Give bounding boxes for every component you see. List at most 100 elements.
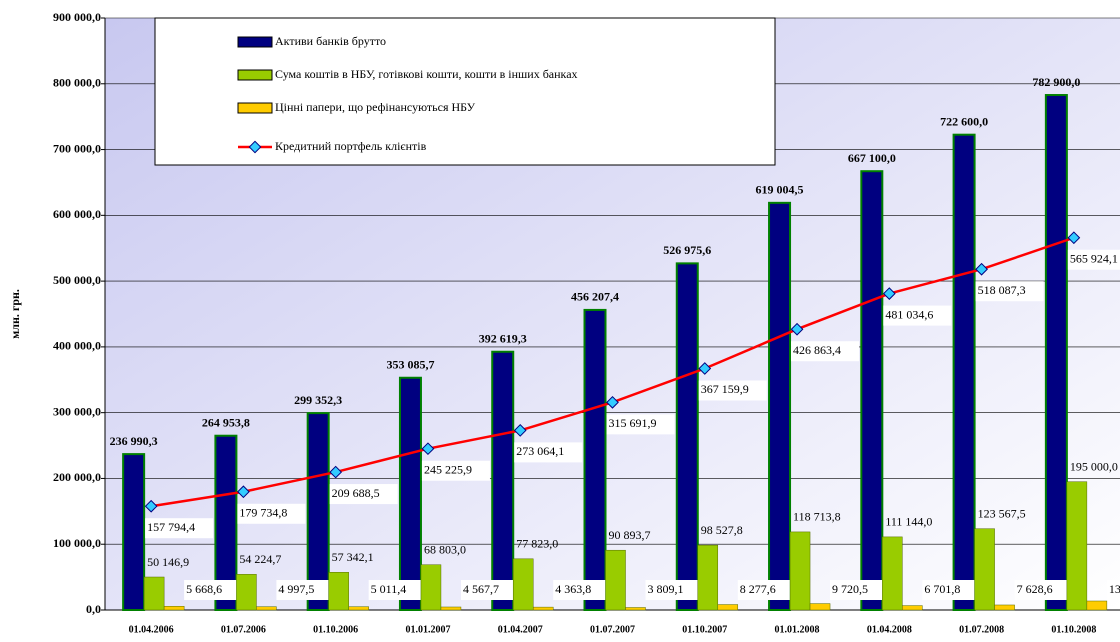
data-label: 526 975,6 [663,243,711,257]
label-background [1106,580,1120,600]
legend-label: Кредитний портфель клієнтів [275,139,427,153]
x-tick-label: 01.07.2008 [959,624,1004,635]
marker [698,362,712,375]
y-tick-label: 700 000,0 [53,141,101,155]
marker [144,499,158,513]
bar [717,604,739,611]
bar [605,549,626,611]
label-background [645,580,698,600]
data-label: 179 734,8 [239,506,287,520]
y-tick-label: 100 000,0 [53,536,101,550]
bar [1086,600,1108,611]
legend-marker [248,140,262,154]
bar [583,308,607,611]
data-label: 77 823,0 [516,537,558,551]
data-label: 456 207,4 [571,290,619,304]
legend-label: Активи банків брутто [275,34,386,48]
data-label: 367 159,9 [701,382,749,396]
y-tick-label: 0,0 [86,602,101,616]
data-label: 667 100,0 [848,151,896,165]
label-background [698,380,767,401]
data-label: 123 567,5 [978,506,1026,520]
data-label: 195 000,0 [1070,459,1118,473]
x-tick-label: 01.04.2008 [867,624,912,635]
data-label: 273 064,1 [516,444,564,458]
marker [790,322,804,336]
bar [214,434,238,611]
data-label: 315 691,9 [609,416,657,430]
marker [237,485,250,499]
data-label: 54 224,7 [239,552,281,566]
data-label: 299 352,3 [294,393,342,407]
marker [882,287,896,300]
data-label: 392 619,3 [479,331,527,345]
x-tick-label: 01.01.2007 [405,624,450,635]
bar [420,564,442,611]
bar [1044,94,1068,612]
y-tick-label: 600 000,0 [53,207,101,221]
x-tick-label: 01.10.2008 [1051,624,1096,635]
y-tick-label: 200 000,0 [53,470,101,484]
label-background [737,580,790,600]
data-label: 4 997,5 [278,582,314,596]
x-tick-label: 01.10.2006 [313,624,358,635]
data-label: 50 146,9 [147,555,189,569]
data-label: 722 600,0 [940,114,988,128]
data-label: 68 803,0 [424,542,466,556]
data-label: 245 225,9 [424,462,472,476]
data-label: 426 863,4 [793,343,841,357]
bar [1066,481,1088,611]
data-label: 4 363,8 [555,582,591,596]
bar [882,536,903,611]
label-background [553,580,606,600]
x-tick-label: 01.01.2008 [775,624,820,635]
x-tick-label: 01.07.2007 [590,624,635,635]
bar [994,604,1015,611]
data-label: 264 953,8 [202,415,250,429]
x-tick-label: 01.04.2007 [498,624,543,635]
label-background [145,518,214,539]
bar [789,531,811,611]
data-label: 8 277,6 [740,582,776,596]
bar [974,528,995,611]
y-tick-label: 900 000,0 [53,10,101,24]
label-background [460,580,513,600]
data-label: 9 720,5 [832,582,868,596]
data-label: 3 809,1 [648,582,684,596]
bar [440,606,462,611]
data-label: 619 004,5 [756,183,804,197]
label-background [830,580,883,600]
label-background [237,503,306,524]
bar [348,606,369,611]
data-label: 565 924,1 [1070,251,1118,265]
marker [1067,231,1081,245]
data-label: 5 011,4 [371,582,407,596]
label-background [1067,249,1120,270]
data-label: 353 085,7 [386,357,434,371]
bar [256,606,277,611]
data-label: 6 701,8 [924,582,960,596]
bar [143,576,165,611]
data-label: 782 900,0 [1032,75,1080,89]
legend-label: Сума коштів в НБУ, готівкові кошти, кошт… [275,67,578,81]
bar [532,606,554,611]
bar [122,453,146,611]
data-label: 5 668,6 [186,582,222,596]
data-label: 111 144,0 [885,515,932,529]
marker [421,442,435,456]
label-background [1014,580,1067,600]
label-background [368,580,421,600]
bar [163,606,185,611]
label-background [975,281,1044,302]
bar [236,574,257,611]
bar [306,412,330,611]
data-label: 90 893,7 [609,528,651,542]
bar [398,376,422,611]
bar [768,201,792,612]
data-label: 118 713,8 [793,510,841,524]
label-background [514,442,583,463]
legend-swatch [237,69,273,81]
data-label: 13 675,9 [1109,582,1120,596]
bar [697,544,719,611]
y-tick-label: 400 000,0 [53,339,101,353]
